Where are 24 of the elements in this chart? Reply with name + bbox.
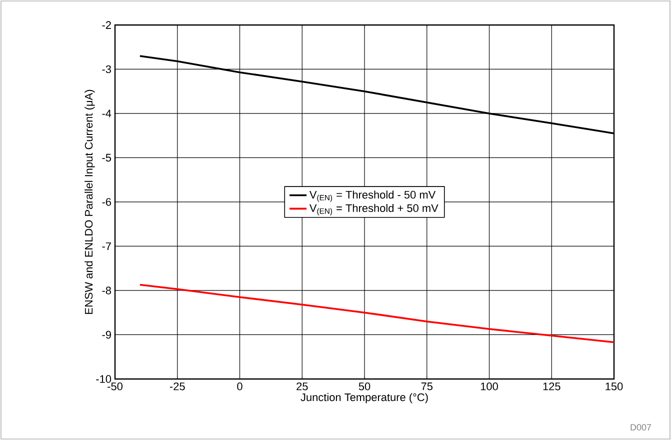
x-axis-title: Junction Temperature (°C) <box>300 393 428 404</box>
x-tick-label: 50 <box>358 382 370 390</box>
y-tick-label: -4 <box>102 110 112 118</box>
legend-label: V$_{(EN)}$ = Threshold + 50 mV <box>309 204 438 216</box>
x-tick-label: 125 <box>543 382 560 390</box>
y-tick-label: -10 <box>96 375 112 383</box>
y-tick-label: -8 <box>102 286 112 294</box>
y-tick-label: -6 <box>102 198 112 206</box>
x-tick-label: -50 <box>108 382 122 390</box>
y-tick-label: -3 <box>102 65 112 74</box>
x-tick-label: 0 <box>237 382 242 390</box>
x-tick-label: 25 <box>296 382 308 390</box>
x-tick-label: 100 <box>480 382 498 390</box>
y-tick-label: -9 <box>102 330 111 339</box>
x-tick-label: 150 <box>606 382 623 390</box>
y-tick-label: -2 <box>102 21 111 29</box>
text: D007 <box>630 424 652 430</box>
legend-label: V$_{(EN)}$ = Threshold - 50 mV <box>309 190 436 202</box>
y-tick-label: -7 <box>102 242 111 250</box>
y-tick-label: -5 <box>102 154 112 162</box>
line-series <box>139 284 614 344</box>
x-tick-label: -25 <box>170 382 185 390</box>
x-tick-label: 75 <box>421 382 433 390</box>
y-axis-title: ENSW and ENLDO Parallel Input Current (μA) <box>84 90 95 314</box>
